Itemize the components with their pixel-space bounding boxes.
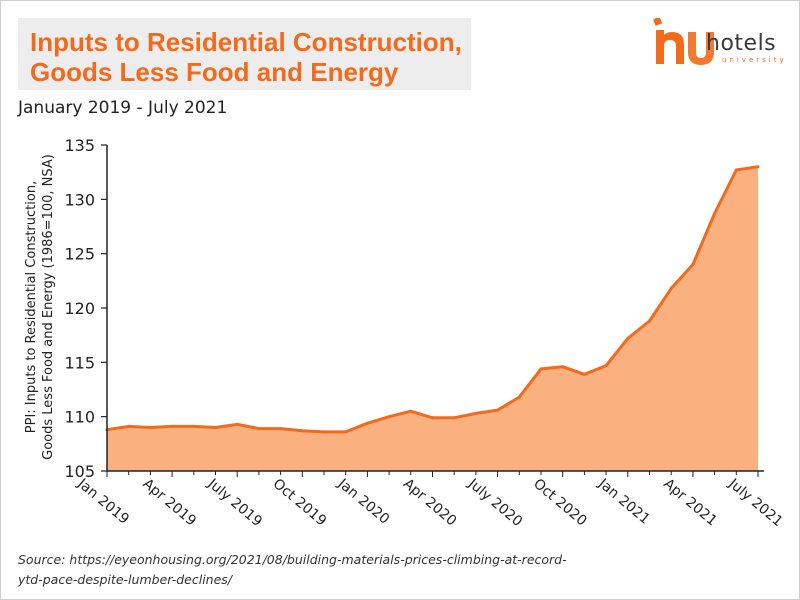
data-point (713, 212, 717, 215)
data-point (431, 416, 434, 420)
hu-logo-icon (653, 18, 714, 65)
data-point (257, 427, 261, 431)
source-line-1: Source: https://eyeonhousing.org/2021/08… (18, 552, 567, 567)
y-tick-label: 125 (64, 245, 95, 264)
series-area-fill (107, 166, 758, 471)
data-point (517, 395, 521, 399)
data-point (192, 424, 196, 428)
x-tick-label: Jan 2019 (74, 475, 132, 528)
title-box: Inputs to Residential Construction, Good… (18, 18, 471, 90)
data-point (235, 422, 239, 426)
data-point (300, 429, 304, 433)
x-tick-label: Jan 2021 (594, 475, 652, 528)
y-tick-label: 120 (64, 299, 95, 318)
chart-subtitle: January 2019 - July 2021 (18, 98, 228, 118)
source-note: Source: https://eyeonhousing.org/2021/08… (18, 550, 658, 590)
x-tick-label: Apr 2020 (400, 476, 460, 530)
data-point (648, 319, 651, 323)
x-tick-label: Jan 2020 (334, 475, 392, 528)
y-tick-label: 105 (64, 462, 95, 481)
x-tick-label: July 2021 (725, 475, 786, 530)
data-point (734, 168, 738, 172)
x-tick-label: July 2020 (464, 475, 525, 530)
data-point (539, 367, 543, 371)
data-point (582, 372, 586, 376)
chart-title-line-2: Goods Less Food and Energy (30, 57, 399, 87)
data-point (626, 336, 630, 340)
data-point (365, 421, 369, 425)
data-point (669, 286, 673, 290)
x-tick-label: Apr 2019 (140, 476, 200, 530)
data-point (496, 408, 500, 412)
data-point (691, 263, 695, 266)
x-tick-label: Apr 2021 (660, 476, 720, 530)
data-point (409, 409, 413, 413)
data-point (452, 416, 456, 420)
data-point (604, 364, 608, 368)
data-point (322, 430, 326, 434)
source-line-2: ytd-pace-despite-lumber-declines/ (18, 572, 233, 587)
x-tick-label: Oct 2020 (530, 476, 590, 530)
data-point (148, 426, 152, 429)
logo-text: hotels (706, 31, 777, 56)
x-tick-label: Oct 2019 (270, 476, 330, 530)
y-tick-label: 135 (64, 136, 95, 155)
data-point (387, 415, 391, 419)
data-point (170, 424, 174, 428)
data-point (127, 424, 131, 428)
x-tick-label: July 2019 (204, 475, 265, 530)
chart-title-line-1: Inputs to Residential Construction, (30, 27, 462, 57)
y-tick-label: 130 (64, 190, 95, 209)
data-point (474, 411, 478, 415)
data-point (279, 427, 283, 431)
y-tick-label: 115 (64, 353, 95, 372)
logo-subtext: university (722, 56, 787, 64)
data-point (214, 426, 217, 429)
y-tick-label: 110 (64, 408, 95, 427)
data-point (756, 165, 760, 169)
data-point (344, 430, 348, 434)
data-point (561, 365, 565, 369)
